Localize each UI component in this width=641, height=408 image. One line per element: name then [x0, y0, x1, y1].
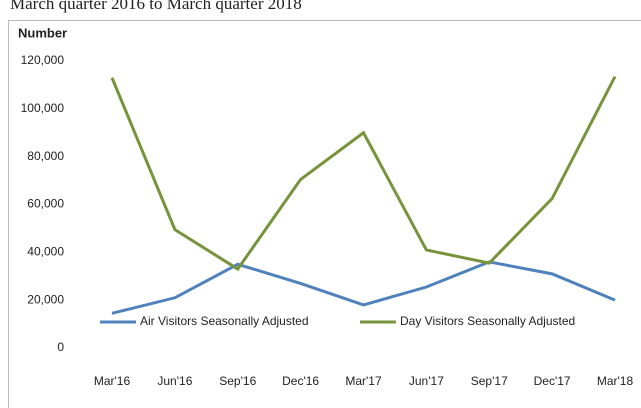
x-tick-label: Sep'16 [219, 374, 256, 388]
y-tick-label: 120,000 [21, 53, 65, 67]
x-tick-label: Mar'17 [345, 374, 382, 388]
chart-border [8, 20, 641, 408]
y-tick-label: 60,000 [27, 197, 64, 211]
x-tick-label: Dec'16 [282, 374, 319, 388]
chart-subtitle: March quarter 2016 to March quarter 2018 [10, 0, 302, 13]
series-line [111, 260, 616, 315]
y-axis-label: Number [18, 25, 67, 40]
y-tick-label: 20,000 [27, 292, 64, 306]
y-tick-label: 40,000 [27, 245, 64, 259]
legend-label: Day Visitors Seasonally Adjusted [400, 314, 575, 328]
series-line [110, 75, 617, 272]
x-tick-label: Mar'18 [597, 374, 634, 388]
x-tick-label: Jun'17 [409, 374, 444, 388]
y-tick-label: 0 [57, 340, 64, 354]
y-tick-label: 80,000 [27, 149, 64, 163]
y-tick-label: 100,000 [21, 101, 65, 115]
x-tick-label: Mar'16 [94, 374, 131, 388]
legend-label: Air Visitors Seasonally Adjusted [140, 314, 309, 328]
x-tick-label: Jun'16 [157, 374, 192, 388]
x-tick-label: Dec'17 [534, 374, 571, 388]
x-tick-label: Sep'17 [471, 374, 508, 388]
